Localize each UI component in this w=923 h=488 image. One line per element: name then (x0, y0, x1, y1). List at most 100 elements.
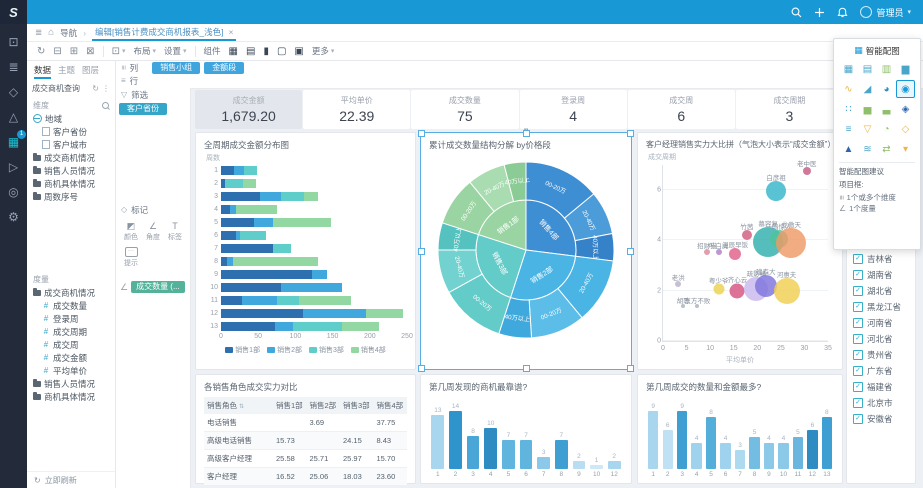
pie-slice-outer[interactable] (503, 161, 527, 203)
mark-提示[interactable]: ··· 提示 (120, 247, 142, 268)
measure-item[interactable]: 商机具体情况 (27, 390, 115, 403)
table-header-cell[interactable]: 销售4部 (373, 397, 407, 414)
bar-chart-icon[interactable]: ▆ (901, 63, 910, 75)
funnel-chart-icon[interactable]: ▽ (863, 123, 872, 135)
checkbox-checked[interactable]: ✓ (853, 254, 863, 264)
subject-icon[interactable]: △ (8, 109, 19, 124)
bar-segment[interactable] (221, 283, 281, 292)
bubble-point[interactable] (695, 303, 700, 308)
role-table-card[interactable]: 各销售角色成交实力对比 销售角色 ⇅ 销售1部 销售2部 销售3部 销售4部 电话销售 3.6… (195, 374, 416, 486)
mark-颜色[interactable]: ◩ 颜色 (120, 221, 142, 242)
bar-segment[interactable] (221, 257, 227, 266)
radar-chart-icon[interactable]: ◇ (901, 123, 910, 135)
resize-handle[interactable] (523, 365, 530, 372)
bar-segment[interactable] (274, 322, 294, 331)
province-option[interactable]: ✓ 安徽省 (853, 411, 911, 427)
bubble-point[interactable] (713, 283, 725, 295)
table-row[interactable]: 客户经理 16.52 25.06 18.03 23.60 (204, 467, 407, 486)
measure-item[interactable]: # 成交周 (27, 338, 115, 351)
bar[interactable] (431, 415, 445, 469)
bar-segment[interactable] (280, 283, 342, 292)
bar-segment[interactable] (221, 296, 242, 305)
insert-crosstab-icon[interactable]: ▤ (246, 45, 256, 57)
word-cloud-icon[interactable]: ≡ (845, 123, 852, 135)
bar-segment[interactable] (241, 296, 277, 305)
save-icon[interactable]: ⊟ (53, 45, 62, 57)
bar[interactable] (749, 436, 760, 469)
legend-item[interactable]: 销售1部 (225, 345, 260, 355)
resize-handle[interactable] (523, 130, 530, 137)
dimension-item[interactable]: 客户城市 (27, 138, 115, 151)
bar[interactable] (821, 417, 833, 469)
bar-segment[interactable] (221, 179, 225, 188)
bar-segment[interactable] (254, 218, 274, 227)
map-chart-icon[interactable]: ◈ (901, 103, 910, 115)
mark-标签[interactable]: T 标签 (164, 221, 186, 242)
province-option[interactable]: ✓ 福建省 (853, 379, 911, 395)
province-option[interactable]: ✓ 河南省 (853, 315, 911, 331)
bar[interactable] (519, 440, 533, 469)
document-tab[interactable]: 编辑[销售计费成交商机报表_浅色] × (92, 24, 237, 41)
home-icon[interactable]: ⌂ (48, 27, 55, 38)
bar-segment[interactable] (221, 166, 235, 175)
bubble-point[interactable] (802, 167, 811, 176)
insert-chart-icon[interactable]: ▮ (263, 45, 269, 57)
dimension-item[interactable]: 客户省份 (27, 125, 115, 138)
directory-icon[interactable]: ≣ (8, 59, 19, 74)
bar[interactable] (763, 443, 775, 469)
measure-item[interactable]: # 成交周期 (27, 325, 115, 338)
layout-dropdown[interactable]: 布局 ▾ (133, 46, 156, 56)
bar[interactable] (807, 430, 818, 469)
bubble-point[interactable] (776, 227, 807, 258)
bar[interactable] (537, 456, 550, 469)
filter-pill[interactable]: 客户省份 (119, 103, 167, 115)
province-option[interactable]: ✓ 北京市 (853, 395, 911, 411)
refresh-icon[interactable]: ↻ (92, 83, 99, 93)
grouping-table-icon[interactable]: ▦ (843, 63, 854, 75)
table-header-cell[interactable]: 销售角色 ⇅ (204, 397, 274, 414)
resize-handle[interactable] (627, 365, 634, 372)
checkbox-checked[interactable]: ✓ (853, 286, 863, 296)
province-option[interactable]: ✓ 广东省 (853, 363, 911, 379)
notification-bell-icon[interactable] (837, 7, 848, 18)
province-option[interactable]: ✓ 吉林省 (853, 251, 911, 267)
analysis-icon[interactable]: ▦ 1 (0, 129, 27, 154)
bar-segment[interactable] (281, 192, 304, 201)
bar[interactable] (554, 440, 568, 469)
bar[interactable] (662, 430, 673, 469)
dimension-item[interactable]: 地域 (27, 112, 115, 125)
province-option[interactable]: ✓ 湖北省 (853, 283, 911, 299)
bubble-point[interactable] (773, 277, 800, 304)
table-row[interactable]: 高级电话销售 15.73 24.15 8.43 (204, 431, 407, 450)
bar-segment[interactable] (276, 296, 300, 305)
table-header-cell[interactable]: 销售2部 (306, 397, 340, 414)
bubble-point[interactable] (703, 248, 710, 255)
dimension-item[interactable]: 商机具体情况 (27, 177, 115, 190)
stacked-bar-chart-icon[interactable]: ▃ (882, 103, 891, 115)
bar-segment[interactable] (244, 166, 257, 175)
bar-segment[interactable] (293, 322, 342, 331)
legend-item[interactable]: 销售2部 (267, 345, 302, 355)
sort-icon[interactable]: ⇅ (239, 404, 245, 410)
bar-segment[interactable] (311, 270, 328, 279)
dimension-item[interactable]: 销售人员情况 (27, 164, 115, 177)
week-deal-bar-card[interactable]: 第几周成交的数量和金额最多? 9 1 6 2 9 3 4 4 8 5 4 6 3 7 5 8 4 9 4 10 5 11 6… (637, 374, 843, 484)
template-icon[interactable]: ◇ (8, 84, 19, 99)
tab-数据[interactable]: 数据 (34, 64, 52, 79)
app-logo[interactable]: S (0, 0, 27, 24)
insert-table-icon[interactable]: ▦ (228, 45, 238, 57)
insert-image-icon[interactable]: ▣ (294, 45, 304, 57)
close-tab-icon[interactable]: × (228, 26, 234, 37)
settings-dropdown[interactable]: 设置 ▾ (164, 46, 187, 56)
line-chart-icon[interactable]: ∿ (844, 83, 853, 95)
checkbox-checked[interactable]: ✓ (853, 398, 863, 408)
table-header-cell[interactable]: 销售1部 (273, 397, 307, 414)
resize-handle[interactable] (418, 130, 425, 137)
settings-icon[interactable]: ⚙ (8, 209, 19, 224)
bar[interactable] (466, 435, 480, 469)
bubble-point[interactable] (766, 181, 787, 202)
export-icon[interactable]: ⊞ (69, 45, 79, 57)
candlestick-chart-icon[interactable]: ▲ (843, 143, 854, 155)
checkbox-checked[interactable]: ✓ (853, 318, 863, 328)
sankey-chart-icon[interactable]: ≋ (863, 143, 872, 155)
